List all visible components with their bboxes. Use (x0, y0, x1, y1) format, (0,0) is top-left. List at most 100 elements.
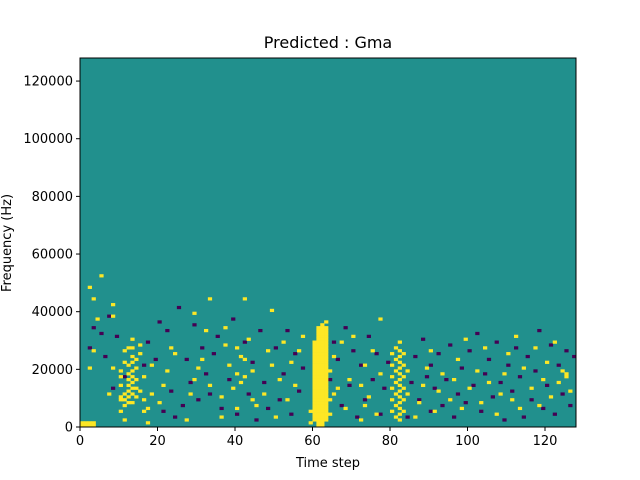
heatmap-cell-high (397, 406, 402, 411)
heatmap-cell-high (111, 314, 116, 318)
heatmap-cell-high (316, 337, 321, 341)
heatmap-cell-high (207, 383, 213, 387)
heatmap-cell-low (227, 377, 232, 382)
heatmap-cell-high (320, 346, 325, 350)
heatmap-cell-low (517, 375, 523, 379)
heatmap-cell-high (316, 415, 321, 419)
heatmap-cell-low (564, 349, 569, 353)
heatmap-cell-high (529, 386, 534, 390)
heatmap-cell-high (235, 372, 240, 376)
y-tick-label: 120000 (23, 75, 73, 90)
heatmap-cell-high (320, 349, 325, 353)
heatmap-cell-high (324, 418, 329, 422)
heatmap-cell-high (339, 340, 344, 344)
heatmap-cell-high (390, 352, 395, 356)
x-tick-label: 0 (76, 434, 84, 449)
heatmap-cell-high (138, 343, 143, 347)
heatmap-cell-low (483, 372, 488, 376)
heatmap-cell-low (107, 314, 112, 318)
heatmap-cell-high (250, 369, 255, 373)
heatmap-cell-high (316, 369, 321, 373)
heatmap-cell-high (401, 352, 406, 356)
heatmap-cell-high (122, 349, 127, 353)
heatmap-plot-area (79, 57, 577, 428)
heatmap-cell-low (370, 377, 375, 382)
heatmap-cell-high (324, 389, 329, 393)
heatmap-cell-high (99, 274, 104, 278)
heatmap-cell-low (142, 363, 147, 367)
heatmap-cell-high (122, 403, 127, 408)
heatmap-cell-high (250, 398, 255, 402)
heatmap-cell-low (362, 398, 368, 402)
heatmap-cell-high (393, 357, 399, 362)
heatmap-cell-high (111, 303, 116, 307)
heatmap-cell-high (320, 363, 325, 367)
heatmap-cell-high (331, 354, 337, 359)
heatmap-cell-high (564, 375, 569, 379)
heatmap-cell-high (397, 418, 402, 422)
heatmap-cell-low (471, 383, 476, 387)
heatmap-cell-high (312, 409, 317, 413)
heatmap-cell-low (436, 352, 441, 356)
heatmap-cell-low (262, 380, 267, 385)
heatmap-cell-high (91, 421, 96, 425)
heatmap-cell-high (455, 357, 461, 362)
x-tick-label: 120 (533, 434, 558, 449)
heatmap-cell-low (405, 415, 410, 419)
heatmap-cell-high (235, 406, 240, 411)
heatmap-cell-high (320, 395, 325, 399)
heatmap-cell-low (192, 323, 197, 327)
heatmap-cell-high (397, 412, 402, 416)
heatmap-cell-high (320, 398, 325, 402)
heatmap-cell-high (126, 363, 131, 367)
heatmap-cell-high (393, 392, 399, 396)
heatmap-cell-high (118, 395, 123, 399)
heatmap-cell-high (320, 424, 325, 428)
heatmap-cell-high (506, 352, 511, 356)
heatmap-cell-high (390, 363, 395, 367)
heatmap-cell-low (250, 360, 255, 364)
heatmap-cell-low (382, 386, 387, 390)
heatmap-cell-high (134, 357, 139, 362)
heatmap-cell-high (293, 383, 298, 387)
heatmap-cell-low (440, 403, 445, 408)
heatmap-cell-high (359, 418, 364, 422)
heatmap-cell-low (285, 328, 290, 333)
heatmap-cell-high (126, 395, 131, 399)
heatmap-cell-high (316, 424, 321, 428)
heatmap-cell-high (390, 409, 395, 413)
heatmap-cell-high (362, 363, 368, 367)
heatmap-cell-high (390, 375, 395, 379)
heatmap-cell-high (498, 392, 503, 396)
heatmap-cell-low (111, 386, 116, 390)
heatmap-cell-high (359, 383, 364, 387)
heatmap-cell-high (320, 369, 325, 373)
heatmap-cell-high (188, 392, 193, 396)
heatmap-cell-low (455, 392, 461, 396)
heatmap-cell-high (312, 383, 317, 387)
heatmap-cell-low (231, 317, 236, 321)
heatmap-cell-high (463, 337, 468, 341)
heatmap-cell-high (316, 375, 321, 379)
heatmap-cell-high (397, 360, 402, 364)
heatmap-cell-high (324, 357, 329, 362)
heatmap-cell-high (320, 340, 325, 344)
heatmap-cell-high (316, 372, 321, 376)
heatmap-cell-high (401, 363, 406, 367)
heatmap-cell-high (238, 354, 244, 359)
heatmap-cell-high (297, 349, 302, 353)
x-axis-label: Time step (295, 456, 360, 471)
heatmap-cell-high (316, 409, 321, 413)
heatmap-cell-high (393, 369, 399, 373)
heatmap-cell-high (397, 383, 402, 387)
heatmap-cell-high (335, 386, 340, 390)
heatmap-cell-low (300, 366, 306, 370)
heatmap-cell-high (320, 412, 325, 416)
heatmap-cell-low (378, 412, 383, 416)
heatmap-cell-low (281, 372, 286, 376)
heatmap-cell-high (130, 375, 135, 379)
heatmap-cell-high (312, 380, 317, 385)
heatmap-cell-high (316, 389, 321, 393)
heatmap-cell-high (316, 326, 321, 330)
heatmap-cell-low (467, 349, 472, 353)
